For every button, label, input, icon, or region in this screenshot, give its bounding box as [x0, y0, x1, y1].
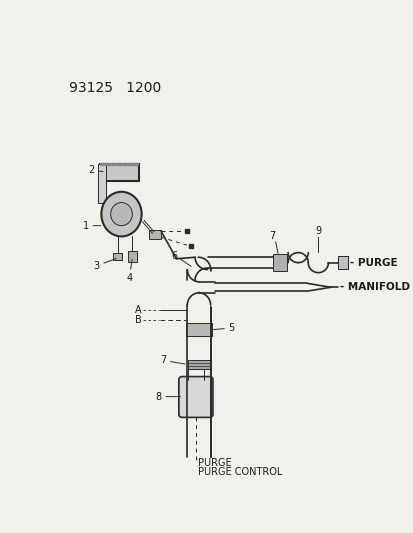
Bar [148, 230, 161, 239]
Text: 8: 8 [155, 392, 180, 401]
Text: 2: 2 [88, 165, 103, 175]
Text: B: B [135, 314, 141, 325]
Bar [98, 164, 106, 203]
Bar [338, 256, 347, 269]
Text: PURGE: PURGE [198, 458, 231, 468]
FancyBboxPatch shape [178, 377, 212, 417]
Text: 4: 4 [126, 260, 132, 284]
Text: 3: 3 [93, 259, 116, 271]
Text: PURGE CONTROL: PURGE CONTROL [198, 467, 282, 477]
Text: - PURGE: - PURGE [349, 257, 397, 268]
Text: 7: 7 [269, 231, 275, 241]
Text: 7: 7 [160, 356, 185, 366]
Bar [188, 360, 209, 369]
Bar [272, 254, 286, 271]
Text: 6: 6 [171, 252, 177, 262]
Text: 5: 5 [213, 323, 234, 333]
Bar [127, 251, 137, 262]
Text: 1: 1 [83, 221, 100, 231]
Text: 9: 9 [315, 227, 320, 237]
Text: A: A [135, 305, 141, 316]
Text: 93125   1200: 93125 1200 [69, 81, 161, 95]
Bar [185, 324, 212, 336]
Ellipse shape [110, 203, 132, 225]
Bar [113, 253, 122, 260]
Text: - MANIFOLD: - MANIFOLD [339, 282, 409, 292]
Ellipse shape [101, 192, 141, 237]
Bar [100, 164, 138, 181]
